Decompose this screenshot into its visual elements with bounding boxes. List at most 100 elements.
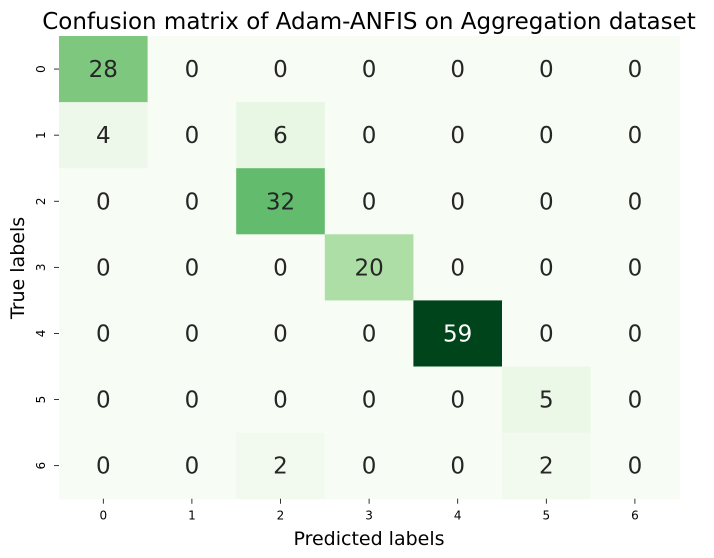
- heatmap-cell-r5-c1: [147, 366, 237, 434]
- cell-value-r1-c1: 0: [185, 123, 200, 149]
- cell-value-r0-c0: 28: [89, 57, 118, 83]
- cell-value-r3-c6: 0: [628, 255, 643, 281]
- heatmap-cell-r2-c3: [324, 168, 414, 235]
- heatmap-cell-r2-c6: [590, 168, 680, 235]
- cell-value-r1-c4: 0: [450, 123, 465, 149]
- x-tick-label-6: 6: [631, 509, 639, 523]
- heatmap-cell-r3-c6: [590, 234, 680, 301]
- cell-value-r6-c1: 0: [185, 454, 200, 480]
- cell-value-r4-c5: 0: [539, 321, 554, 347]
- cell-value-r4-c4: 59: [443, 321, 472, 347]
- cell-value-r5-c6: 0: [628, 388, 643, 414]
- chart-title: Confusion matrix of Adam-ANFIS on Aggreg…: [42, 9, 696, 35]
- heatmap-cell-r1-c3: [324, 102, 414, 169]
- heatmap-cell-r5-c4: [413, 366, 503, 434]
- heatmap-cell-r4-c5: [502, 300, 592, 368]
- y-tick-label-3: 3: [34, 264, 48, 272]
- cell-value-r4-c6: 0: [628, 321, 643, 347]
- heatmap-cells: [59, 36, 680, 500]
- heatmap-cell-r1-c4: [413, 102, 503, 169]
- cell-value-r2-c6: 0: [628, 189, 643, 215]
- cell-value-r5-c0: 0: [96, 388, 111, 414]
- heatmap-cell-r2-c0: [59, 168, 149, 235]
- heatmap-cell-r3-c4: [413, 234, 503, 301]
- heatmap-cell-r1-c5: [502, 102, 592, 169]
- heatmap-cell-r5-c0: [59, 366, 149, 434]
- cell-value-r5-c3: 0: [362, 388, 377, 414]
- cell-value-r6-c3: 0: [362, 454, 377, 480]
- cell-value-r5-c1: 0: [185, 388, 200, 414]
- x-tick-label-3: 3: [365, 509, 373, 523]
- y-tick-label-6: 6: [34, 462, 48, 470]
- cell-value-r0-c3: 0: [362, 57, 377, 83]
- heatmap-cell-r0-c2: [236, 36, 326, 103]
- heatmap-cell-r5-c6: [590, 366, 680, 434]
- cell-value-r1-c3: 0: [362, 123, 377, 149]
- heatmap-cell-r3-c2: [236, 234, 326, 301]
- heatmap-cell-r6-c0: [59, 432, 149, 500]
- cell-value-r1-c0: 4: [96, 123, 111, 149]
- cell-value-r6-c5: 2: [539, 454, 554, 480]
- cell-value-r3-c1: 0: [185, 255, 200, 281]
- cell-value-r3-c3: 20: [354, 255, 383, 281]
- heatmap-cell-r4-c2: [236, 300, 326, 368]
- heatmap-cell-r3-c3: [324, 234, 414, 301]
- x-tick-label-2: 2: [277, 509, 285, 523]
- x-axis-label: Predicted labels: [293, 528, 444, 550]
- cell-value-r2-c1: 0: [185, 189, 200, 215]
- cell-value-r4-c3: 0: [362, 321, 377, 347]
- cell-value-r3-c4: 0: [450, 255, 465, 281]
- cell-value-r0-c5: 0: [539, 57, 554, 83]
- cell-value-r4-c0: 0: [96, 321, 111, 347]
- heatmap-cell-r5-c5: [502, 366, 592, 434]
- cell-value-r0-c2: 0: [273, 57, 288, 83]
- heatmap-cell-r0-c6: [590, 36, 680, 103]
- heatmap-cell-r6-c6: [590, 432, 680, 500]
- cell-value-labels: 28 0 0 0 0 0 04 0 6 0 0 0 00 0 32 0 0 0 00 0 0 20 0 0 00 0 0 0 59 0 00…: [89, 57, 643, 480]
- x-tick-label-0: 0: [99, 509, 107, 523]
- heatmap-cell-r0-c0: [59, 36, 149, 103]
- heatmap-cell-r1-c2: [236, 102, 326, 169]
- y-tick-label-0: 0: [34, 65, 48, 73]
- heatmap-cell-r0-c4: [413, 36, 503, 103]
- cell-value-r2-c4: 0: [450, 189, 465, 215]
- heatmap-cell-r5-c3: [324, 366, 414, 434]
- cell-value-r6-c4: 0: [450, 454, 465, 480]
- heatmap-cell-r4-c6: [590, 300, 680, 368]
- cell-value-r3-c5: 0: [539, 255, 554, 281]
- heatmap-cell-r6-c1: [147, 432, 237, 500]
- heatmap-cell-r4-c1: [147, 300, 237, 368]
- y-tick-label-5: 5: [34, 396, 48, 404]
- cell-value-r4-c1: 0: [185, 321, 200, 347]
- cell-value-r1-c2: 6: [273, 123, 288, 149]
- cell-value-r2-c3: 0: [362, 189, 377, 215]
- cell-value-r3-c0: 0: [96, 255, 111, 281]
- cell-value-r6-c6: 0: [628, 454, 643, 480]
- x-axis-ticks: 0 1 2 3 4 5 6: [99, 498, 639, 523]
- x-tick-label-4: 4: [454, 509, 462, 523]
- heatmap-cell-r5-c2: [236, 366, 326, 434]
- cell-value-r1-c6: 0: [628, 123, 643, 149]
- heatmap-cell-r6-c2: [236, 432, 326, 500]
- heatmap-cell-r6-c4: [413, 432, 503, 500]
- y-tick-label-4: 4: [34, 330, 48, 338]
- cell-value-r2-c0: 0: [96, 189, 111, 215]
- heatmap-cell-r6-c5: [502, 432, 592, 500]
- heatmap-cell-r4-c0: [59, 300, 149, 368]
- heatmap-cell-r4-c4: [413, 300, 503, 368]
- heatmap-cell-r6-c3: [324, 432, 414, 500]
- heatmap-cell-r3-c1: [147, 234, 237, 301]
- cell-value-r2-c2: 32: [266, 189, 295, 215]
- cell-value-r4-c2: 0: [273, 321, 288, 347]
- heatmap-cell-r3-c0: [59, 234, 149, 301]
- y-tick-label-1: 1: [34, 131, 48, 139]
- heatmap-cell-r1-c0: [59, 102, 149, 169]
- x-tick-label-1: 1: [188, 509, 196, 523]
- cell-value-r6-c2: 2: [273, 454, 288, 480]
- cell-value-r0-c1: 0: [185, 57, 200, 83]
- cell-value-r1-c5: 0: [539, 123, 554, 149]
- x-tick-label-5: 5: [542, 509, 550, 523]
- cell-value-r5-c2: 0: [273, 388, 288, 414]
- y-axis-label: True labels: [7, 217, 29, 320]
